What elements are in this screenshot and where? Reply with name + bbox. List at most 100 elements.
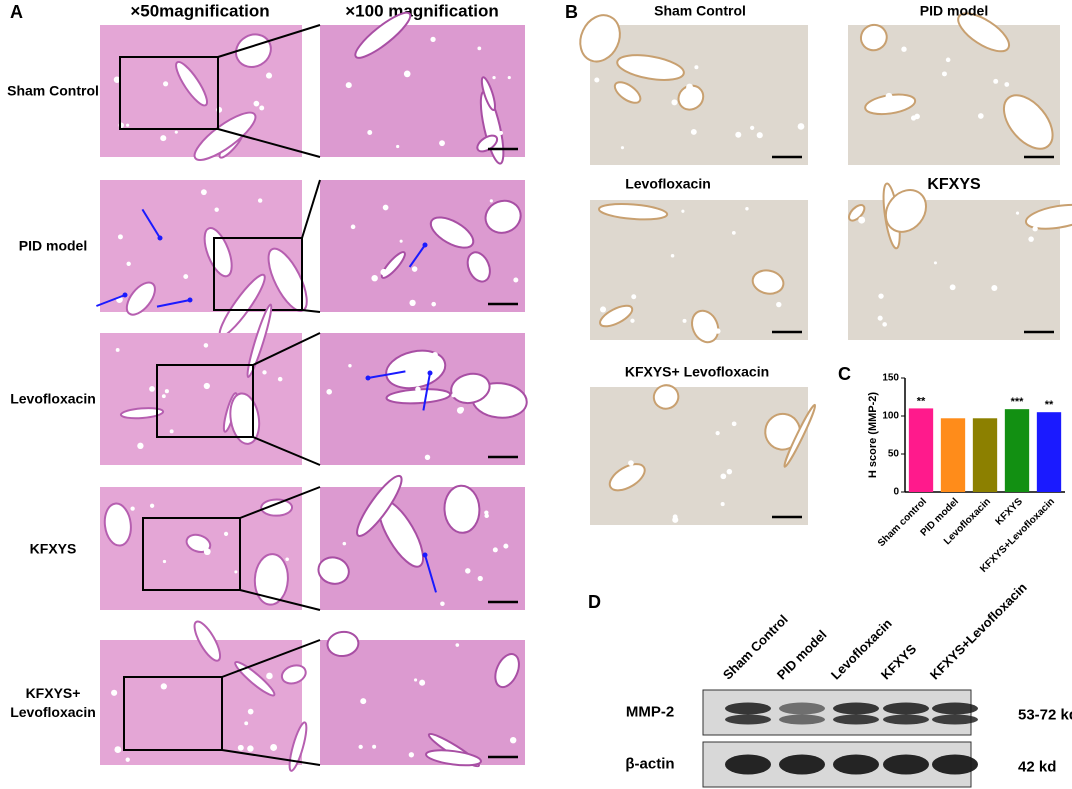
lumen [193, 620, 222, 662]
significance: *** [1011, 396, 1025, 408]
gland [396, 144, 400, 149]
band [883, 754, 929, 775]
sample-label: KFXYS [878, 641, 919, 682]
lumen [354, 11, 412, 59]
gland [265, 72, 273, 79]
lumen [859, 23, 888, 52]
y-tick-label: 150 [882, 373, 899, 384]
band-size: 53-72 kd [1018, 706, 1072, 723]
zoom-line [221, 749, 321, 766]
zoom-line [301, 309, 321, 313]
gland [945, 57, 951, 63]
gland [882, 322, 887, 327]
zoom-line [217, 128, 321, 158]
zoom-box [156, 364, 254, 438]
gland [404, 371, 411, 378]
gland [977, 113, 984, 119]
image-title: Levofloxacin [625, 176, 711, 192]
gland [247, 708, 254, 715]
lumen [484, 199, 522, 234]
lumen [616, 54, 685, 81]
lumen [253, 553, 289, 606]
gland [414, 678, 418, 682]
gland [459, 518, 463, 522]
gland [262, 370, 267, 375]
gland [125, 123, 130, 127]
gland [670, 253, 675, 258]
gland [164, 389, 169, 394]
gland [403, 70, 411, 78]
gland [149, 503, 155, 508]
tissue-image [320, 640, 525, 765]
gland [399, 239, 403, 243]
lumen [751, 269, 785, 295]
lumen [229, 392, 261, 445]
gland [266, 672, 273, 680]
lumen [185, 533, 212, 553]
gland [430, 36, 436, 43]
band-name: MMP-2 [626, 703, 674, 720]
lumen [848, 204, 866, 222]
arrow [367, 370, 406, 379]
gland [439, 140, 445, 147]
zoom-line [252, 332, 321, 366]
sample-label: KFXYS+Levofloxacin [927, 580, 1030, 683]
lumen [356, 474, 403, 537]
gland [124, 527, 129, 531]
lumen [288, 721, 308, 772]
gland [209, 245, 215, 251]
panel-label: D [588, 592, 601, 612]
gland [599, 306, 607, 313]
bar [1004, 409, 1030, 492]
row-label: PID model [18, 237, 88, 254]
gland [163, 81, 169, 87]
gland [239, 300, 245, 306]
gland [878, 293, 884, 299]
gland [126, 261, 131, 266]
significance: ** [917, 395, 926, 407]
gland [797, 123, 805, 130]
gland [507, 76, 511, 80]
gland [509, 736, 517, 744]
gland [903, 98, 909, 104]
gland [237, 744, 244, 751]
zoom-line [239, 589, 321, 611]
y-tick-label: 100 [882, 411, 899, 422]
gland [1004, 82, 1010, 87]
zoom-line [217, 24, 321, 58]
band-size: 42 kd [1018, 758, 1056, 775]
gland [631, 294, 637, 300]
lumen [125, 281, 156, 316]
lumen [203, 227, 233, 278]
gland [1032, 226, 1038, 232]
gland [169, 429, 174, 434]
tissue-image [590, 387, 808, 525]
gland [630, 318, 635, 323]
gland [277, 376, 283, 382]
gland [130, 506, 135, 511]
gland [350, 224, 356, 230]
gland [348, 364, 352, 368]
gland [149, 386, 155, 392]
band [779, 702, 825, 715]
gland [914, 113, 920, 120]
gland [342, 570, 347, 575]
arrow [408, 244, 426, 268]
gland [771, 435, 775, 440]
lumen [246, 303, 273, 379]
arrow-head [422, 242, 428, 248]
gland [160, 135, 167, 142]
zoom-box [213, 237, 303, 311]
column-header: ×50magnification [130, 1, 269, 20]
gland [415, 386, 421, 392]
band [779, 714, 825, 725]
band [833, 714, 879, 725]
x-tick-label: Sham control [876, 496, 929, 549]
lumen [103, 502, 132, 547]
lumen [380, 251, 406, 279]
gland [776, 301, 782, 308]
gland [512, 665, 518, 671]
gland [933, 261, 937, 265]
lumen [480, 76, 496, 112]
gland [715, 328, 721, 334]
